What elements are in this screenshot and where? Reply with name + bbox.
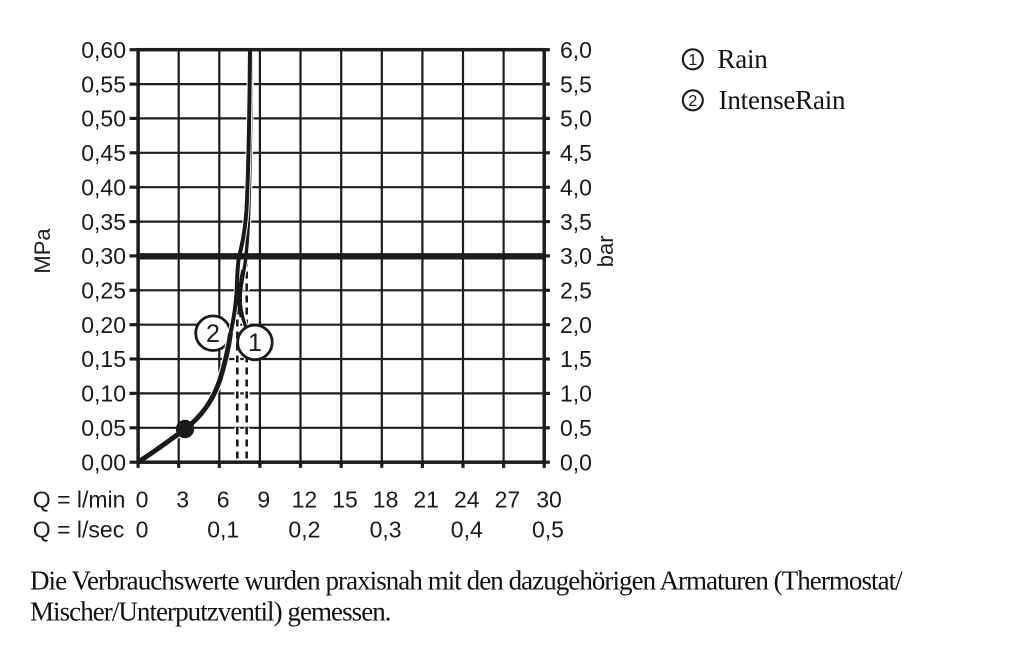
svg-text:0,50: 0,50 — [81, 106, 126, 132]
svg-text:0,55: 0,55 — [81, 71, 126, 97]
svg-text:0,30: 0,30 — [81, 243, 126, 269]
svg-text:0,00: 0,00 — [81, 449, 126, 475]
svg-text:1: 1 — [248, 329, 262, 357]
svg-text:1,0: 1,0 — [560, 381, 592, 407]
svg-text:9: 9 — [257, 486, 270, 512]
svg-text:0,2: 0,2 — [288, 517, 320, 543]
svg-text:6,0: 6,0 — [560, 37, 592, 63]
svg-text:0,35: 0,35 — [81, 209, 126, 235]
svg-text:0,3: 0,3 — [370, 517, 402, 543]
svg-text:18: 18 — [373, 486, 399, 512]
svg-text:21: 21 — [413, 486, 439, 512]
svg-text:30: 30 — [536, 486, 562, 512]
svg-text:0: 0 — [136, 486, 149, 512]
svg-text:0,20: 0,20 — [81, 312, 126, 338]
svg-text:bar: bar — [593, 235, 618, 267]
svg-text:0: 0 — [136, 517, 149, 543]
svg-text:3: 3 — [176, 486, 189, 512]
svg-text:Die Verbrauchswerte wurden pra: Die Verbrauchswerte wurden praxisnah mit… — [30, 565, 903, 595]
svg-text:0,25: 0,25 — [81, 278, 126, 304]
svg-text:Rain: Rain — [717, 44, 768, 74]
svg-text:2,0: 2,0 — [560, 312, 592, 338]
svg-text:1: 1 — [688, 52, 697, 69]
svg-text:6: 6 — [217, 486, 230, 512]
svg-text:Q = l/min: Q = l/min — [33, 486, 126, 512]
svg-text:3,0: 3,0 — [560, 243, 592, 269]
svg-text:Q = l/sec: Q = l/sec — [33, 517, 124, 543]
svg-text:0,5: 0,5 — [560, 415, 592, 441]
svg-text:4,5: 4,5 — [560, 140, 592, 166]
svg-text:0,40: 0,40 — [81, 174, 126, 200]
svg-text:27: 27 — [495, 486, 521, 512]
svg-text:0,05: 0,05 — [81, 415, 126, 441]
svg-text:0,45: 0,45 — [81, 140, 126, 166]
svg-text:MPa: MPa — [30, 228, 55, 274]
svg-text:Mischer/Unterputzventil) gemes: Mischer/Unterputzventil) gemessen. — [30, 597, 391, 627]
svg-text:5,5: 5,5 — [560, 71, 592, 97]
svg-text:0,4: 0,4 — [451, 517, 483, 543]
svg-text:5,0: 5,0 — [560, 106, 592, 132]
svg-text:15: 15 — [332, 486, 358, 512]
svg-text:0,5: 0,5 — [532, 517, 564, 543]
svg-text:0,1: 0,1 — [207, 517, 239, 543]
svg-text:IntenseRain: IntenseRain — [719, 85, 846, 115]
svg-text:2,5: 2,5 — [560, 278, 592, 304]
svg-text:24: 24 — [454, 486, 480, 512]
svg-text:12: 12 — [292, 486, 318, 512]
svg-text:2: 2 — [688, 93, 697, 110]
svg-text:0,60: 0,60 — [81, 37, 126, 63]
svg-text:3,5: 3,5 — [560, 209, 592, 235]
svg-text:4,0: 4,0 — [560, 174, 592, 200]
svg-text:1,5: 1,5 — [560, 346, 592, 372]
svg-text:0,0: 0,0 — [560, 449, 592, 475]
svg-text:2: 2 — [206, 320, 220, 348]
svg-text:0,10: 0,10 — [81, 381, 126, 407]
svg-text:0,15: 0,15 — [81, 346, 126, 372]
